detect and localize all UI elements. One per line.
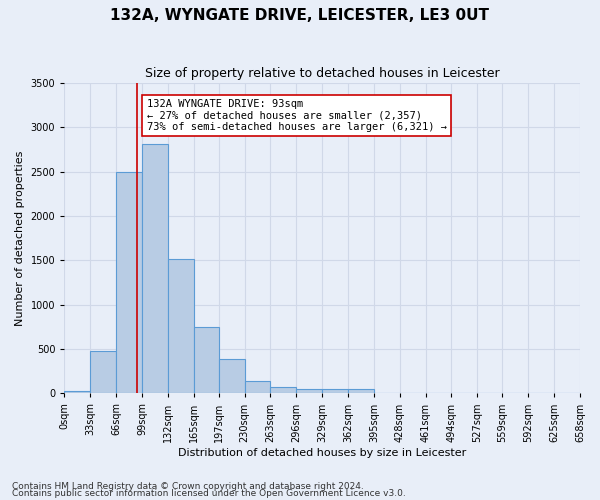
Bar (194, 327, 219, 394)
Text: 132A WYNGATE DRIVE: 93sqm
← 27% of detached houses are smaller (2,357)
73% of se: 132A WYNGATE DRIVE: 93sqm ← 27% of detac… (146, 99, 446, 132)
Bar (64, 391, 90, 394)
Bar (296, 389, 322, 394)
Bar (322, 389, 348, 394)
X-axis label: Distribution of detached houses by size in Leicester: Distribution of detached houses by size … (178, 448, 466, 458)
Title: Size of property relative to detached houses in Leicester: Size of property relative to detached ho… (145, 68, 499, 80)
Y-axis label: Number of detached properties: Number of detached properties (15, 150, 25, 326)
Bar (90, 352, 116, 394)
Text: 132A, WYNGATE DRIVE, LEICESTER, LE3 0UT: 132A, WYNGATE DRIVE, LEICESTER, LE3 0UT (110, 8, 490, 22)
Bar (116, 172, 142, 394)
Bar (142, 144, 168, 394)
Bar (245, 381, 271, 394)
Bar (271, 387, 296, 394)
Bar (348, 389, 374, 394)
Bar (219, 360, 245, 394)
Text: Contains HM Land Registry data © Crown copyright and database right 2024.: Contains HM Land Registry data © Crown c… (12, 482, 364, 491)
Text: Contains public sector information licensed under the Open Government Licence v3: Contains public sector information licen… (12, 489, 406, 498)
Bar (168, 258, 194, 394)
